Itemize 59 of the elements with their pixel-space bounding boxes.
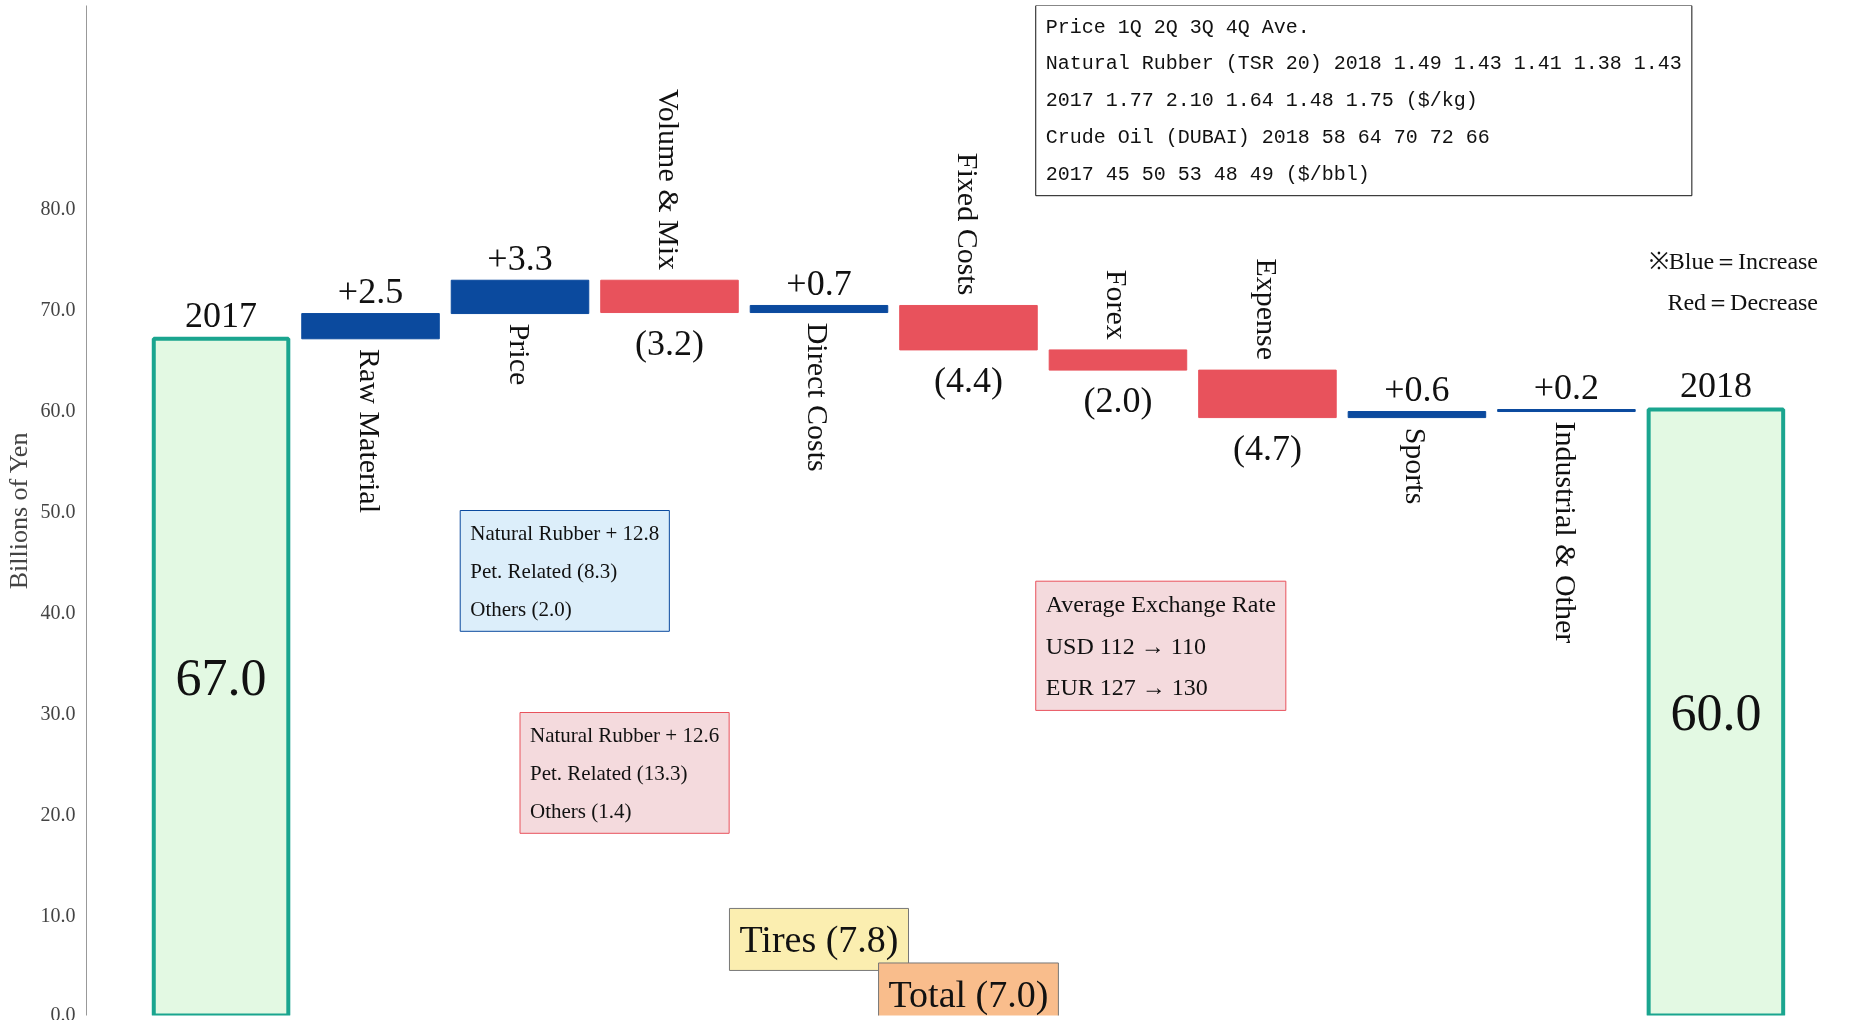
annotation: Pet. Related (13.3) (530, 760, 688, 785)
x-tick-label: Fixed Costs (951, 152, 985, 296)
bar (1497, 409, 1636, 413)
annotation: Others (2.0) (470, 597, 572, 622)
y-tick-label: 80.0 (40, 196, 76, 219)
x-tick-label: 2017 (185, 294, 258, 335)
annotation: 2017 45 50 53 48 49 ($/bbl) (1045, 162, 1370, 186)
bar (1048, 349, 1188, 371)
y-axis-title: Billions of Yen (3, 432, 33, 590)
bar (301, 313, 440, 340)
annotation: USD 112 → 110 (1045, 632, 1206, 659)
annotation: Red＝Decrease (1667, 289, 1819, 316)
annotation: Tires (7.8) (739, 918, 899, 962)
annotation: 2017 1.77 2.10 1.64 1.48 1.75 ($/kg) (1045, 89, 1478, 113)
y-tick-label: 0.0 (50, 1002, 76, 1025)
x-tick-label: Volume & Mix (653, 88, 686, 271)
annotation: Others (1.4) (530, 799, 632, 824)
y-tick-label: 20.0 (40, 802, 76, 825)
x-tick-label: Direct Costs (802, 322, 836, 472)
annotation: ※Blue＝Increase (1648, 247, 1819, 274)
x-tick-label: Expense (1250, 258, 1284, 361)
x-tick-label: 2018 (1679, 365, 1752, 406)
y-tick-label: 50.0 (40, 499, 76, 522)
bar (749, 304, 889, 314)
data-label: (4.4) (933, 360, 1003, 401)
bar (1347, 411, 1487, 419)
annotation: Natural Rubber + 12.8 (470, 520, 660, 545)
annotation: Average Exchange Rate (1045, 591, 1276, 618)
data-label: +0.6 (1384, 369, 1450, 410)
data-label: +0.2 (1533, 367, 1600, 408)
x-tick-label: Raw Material (354, 348, 388, 514)
y-tick-label: 40.0 (40, 600, 76, 623)
data-label: (2.0) (1083, 380, 1153, 421)
annotation: Pet. Related (8.3) (470, 558, 618, 583)
annotation: EUR 127 → 130 (1045, 674, 1208, 701)
y-tick-label: 70.0 (40, 297, 76, 320)
x-tick-label: Sports (1400, 427, 1434, 505)
data-label: 67.0 (175, 648, 267, 706)
bar (1198, 369, 1337, 419)
annotation: Total (7.0) (888, 972, 1049, 1016)
data-label: 60.0 (1670, 684, 1762, 741)
bar (899, 304, 1038, 351)
annotation: Crude Oil (DUBAI) 2018 58 64 70 72 66 (1045, 125, 1490, 149)
data-label: +0.7 (786, 263, 852, 304)
x-tick-label: Industrial & Other (1549, 421, 1583, 644)
data-label: +2.5 (337, 271, 404, 312)
bar (450, 279, 590, 315)
y-tick-label: 60.0 (40, 398, 76, 421)
y-tick-label: 30.0 (40, 701, 76, 724)
data-label: (3.2) (635, 322, 704, 363)
data-label: (4.7) (1232, 427, 1302, 468)
x-tick-label: Price (503, 323, 537, 386)
x-tick-label: Forex (1101, 269, 1135, 340)
data-label: +3.3 (487, 238, 553, 279)
bar (600, 279, 739, 314)
annotation: Price 1Q 2Q 3Q 4Q Ave. (1045, 15, 1310, 39)
annotation: Natural Rubber (TSR 20) 2018 1.49 1.43 1.41 1.38 1.43 (1045, 52, 1682, 76)
y-tick-label: 10.0 (40, 903, 76, 926)
annotation: Natural Rubber + 12.6 (530, 722, 720, 747)
